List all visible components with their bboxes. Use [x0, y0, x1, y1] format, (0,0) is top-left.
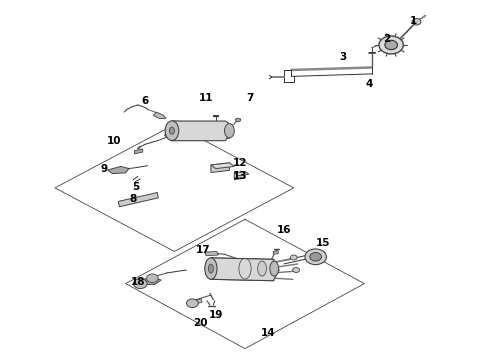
Polygon shape [108, 166, 129, 174]
Text: 20: 20 [193, 318, 207, 328]
Circle shape [310, 252, 321, 261]
Text: 4: 4 [366, 78, 373, 89]
Ellipse shape [208, 264, 213, 273]
Ellipse shape [270, 261, 279, 276]
Ellipse shape [165, 121, 179, 140]
Polygon shape [211, 163, 229, 172]
Circle shape [236, 118, 241, 122]
Text: 1: 1 [410, 16, 416, 26]
Circle shape [412, 18, 421, 25]
Polygon shape [138, 277, 161, 285]
Ellipse shape [170, 127, 174, 134]
Text: 11: 11 [199, 93, 213, 103]
Text: 10: 10 [107, 136, 122, 147]
Text: 2: 2 [383, 34, 390, 44]
Circle shape [305, 249, 326, 265]
Circle shape [290, 255, 297, 260]
Ellipse shape [258, 261, 267, 276]
Polygon shape [118, 193, 158, 207]
Text: 19: 19 [209, 310, 223, 320]
Polygon shape [205, 251, 218, 256]
Polygon shape [234, 171, 249, 176]
Text: 18: 18 [130, 277, 145, 287]
Polygon shape [153, 112, 166, 118]
Text: 8: 8 [129, 194, 137, 203]
Polygon shape [205, 258, 279, 281]
Text: 6: 6 [142, 96, 149, 107]
Circle shape [147, 274, 158, 283]
Polygon shape [192, 298, 202, 305]
Polygon shape [211, 163, 234, 168]
Text: 12: 12 [233, 158, 247, 168]
Text: 15: 15 [316, 238, 330, 248]
Polygon shape [165, 121, 233, 141]
Circle shape [293, 267, 299, 273]
Circle shape [133, 279, 147, 289]
Circle shape [385, 40, 397, 50]
Text: 9: 9 [100, 164, 107, 174]
Text: 13: 13 [233, 171, 247, 181]
Circle shape [379, 36, 403, 54]
Ellipse shape [205, 258, 217, 279]
Text: 14: 14 [261, 328, 276, 338]
Text: 7: 7 [246, 93, 253, 103]
Polygon shape [273, 251, 278, 254]
Text: 5: 5 [132, 182, 139, 192]
Polygon shape [134, 149, 143, 154]
Text: 16: 16 [277, 225, 291, 235]
Text: 17: 17 [196, 245, 211, 255]
Text: 3: 3 [339, 52, 346, 62]
Polygon shape [234, 171, 245, 180]
Circle shape [187, 299, 198, 307]
Ellipse shape [224, 123, 234, 138]
